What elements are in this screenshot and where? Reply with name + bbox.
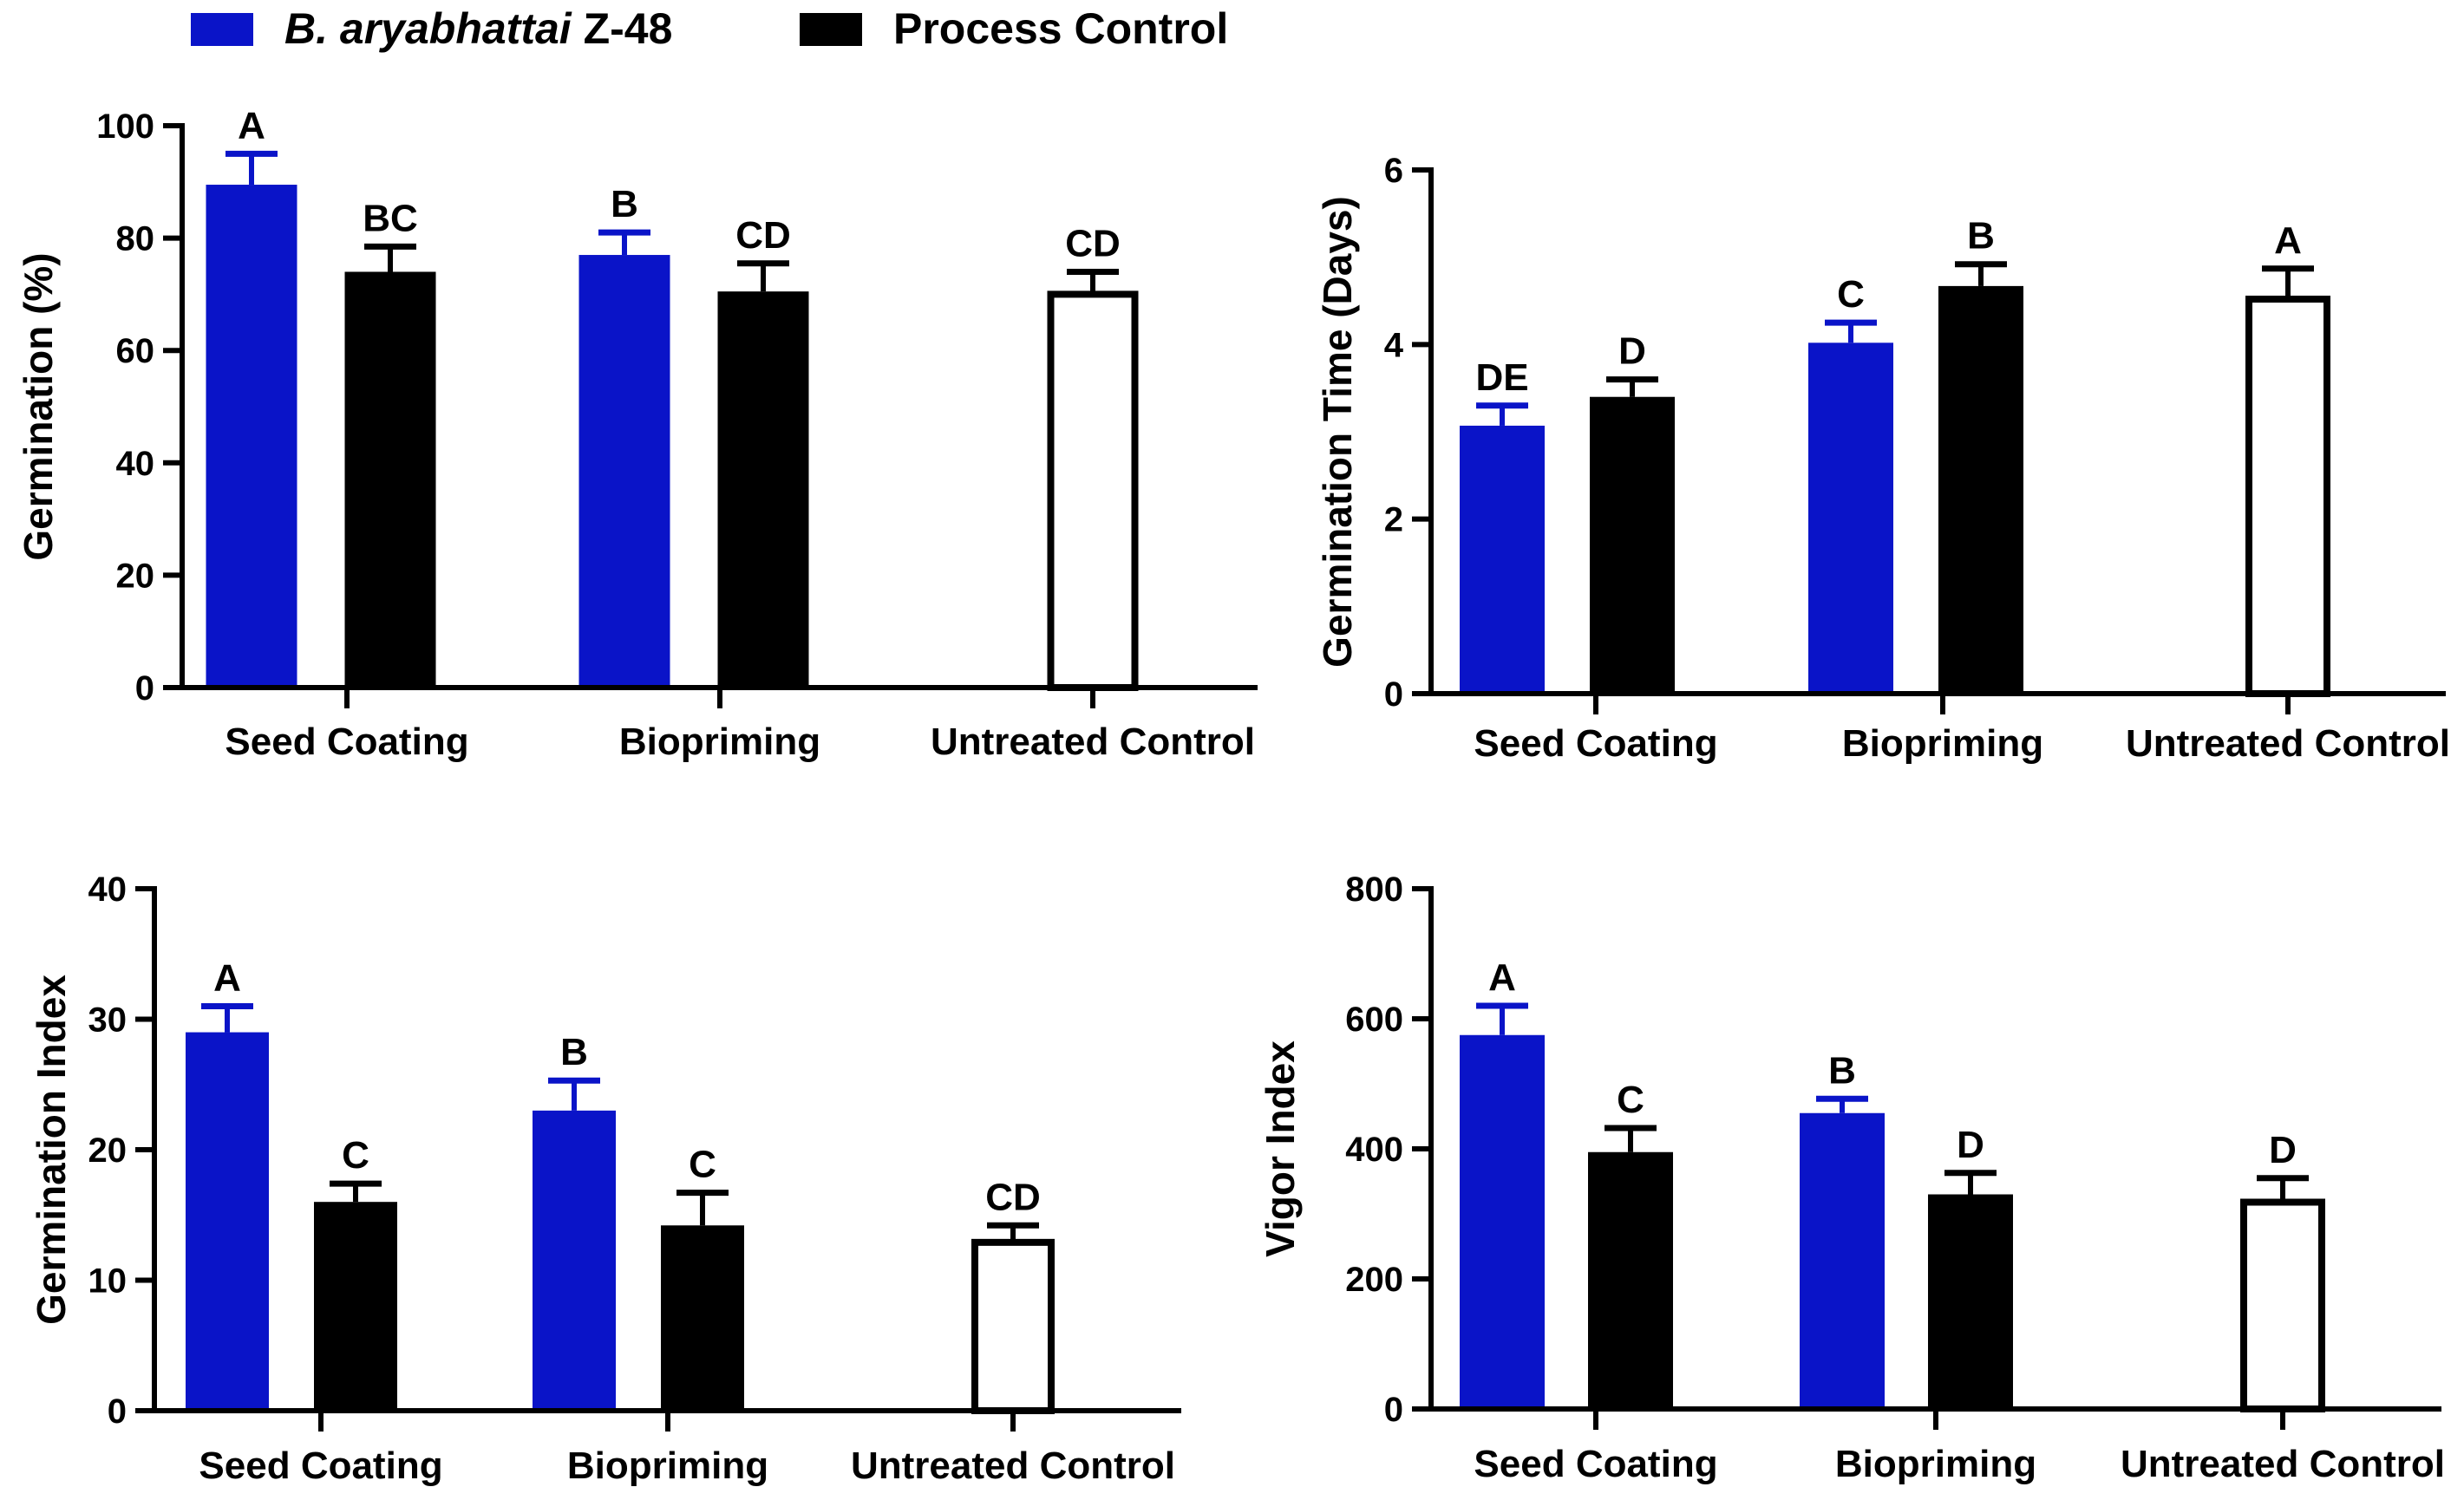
y-tick-label: 0 [135,669,154,708]
bar-process-control [661,1225,744,1411]
bar-process-control [1588,1151,1673,1409]
y-tick-label: 80 [116,220,155,258]
y-tick-label: 6 [1384,152,1403,190]
y-tick-label: 200 [1345,1261,1403,1299]
legend: B. aryabhattai Z-48 Process Control [191,4,1228,53]
y-axis-title: Germination (%) [16,252,61,560]
bar-process-control [717,291,809,688]
significance-label: A [238,104,265,147]
x-tick-label: Biopriming [619,721,820,763]
y-tick-label: 800 [1345,871,1403,909]
bar-b-aryabhattai [186,1032,269,1411]
bar-b-aryabhattai [1460,425,1545,694]
significance-label: C [1837,273,1865,316]
significance-label: CD [735,214,791,257]
x-tick-label: Seed Coating [1474,722,1717,765]
x-tick-label: Untreated Control [2121,1443,2445,1485]
significance-label: C [342,1134,369,1177]
significance-label: A [213,956,241,999]
x-tick-label: Untreated Control [2126,722,2450,765]
y-tick-label: 0 [1384,675,1403,714]
bar-b-aryabhattai [1808,342,1893,694]
bar-process-control [1938,285,2023,694]
significance-label: B [611,183,638,225]
bar-untreated-control [2240,1198,2325,1412]
legend-item-2: Process Control [800,4,1228,53]
bar-untreated-control [1047,290,1139,691]
y-tick-label: 40 [116,445,155,483]
bar-process-control [314,1202,397,1411]
chart-panel-3: A B C C CD 0 10 20 30 40 Seed Coating Biopriming Unt… [29,871,1181,1487]
y-tick-label: 30 [88,1001,127,1040]
y-tick-label: 100 [96,108,154,146]
x-tick-label: Biopriming [1842,722,2043,765]
bar-untreated-control [2245,295,2330,697]
significance-label: B [1828,1049,1856,1092]
y-tick-label: 0 [1384,1391,1403,1429]
chart-panel-1: A B BC CD CD 0 20 40 60 80 100 Seed Coating Bioprimi… [16,104,1258,763]
y-tick-label: 60 [116,332,155,370]
chart-panel-2: DE C D B A 0 2 4 6 Seed Coating Biopriming Untreate… [1315,152,2450,765]
y-tick-label: 2 [1384,501,1403,539]
bar-process-control [344,271,436,688]
y-tick-label: 4 [1384,326,1404,364]
chart-panel-4: A B C D D 0 200 400 600 800 Seed Coating Biopriming… [1258,871,2445,1485]
significance-label: B [560,1031,588,1073]
y-tick-label: 10 [88,1262,127,1301]
bar-b-aryabhattai [206,185,297,688]
significance-label: CD [985,1176,1041,1218]
significance-label: DE [1475,356,1528,399]
y-tick-label: 600 [1345,1001,1403,1039]
y-tick-label: 20 [116,557,155,595]
x-tick-label: Untreated Control [931,721,1255,763]
x-tick-label: Untreated Control [851,1445,1175,1487]
y-axis-title: Germination Time (Days) [1315,196,1360,668]
bar-b-aryabhattai [578,255,670,688]
y-tick-label: 400 [1345,1131,1403,1169]
legend-item-1: B. aryabhattai Z-48 [191,4,672,53]
significance-label: A [2274,219,2302,262]
bar-process-control [1590,396,1675,694]
bar-b-aryabhattai [1460,1034,1545,1409]
y-tick-label: 40 [88,871,127,909]
x-tick-label: Seed Coating [1474,1443,1717,1485]
significance-label: D [1957,1124,1984,1166]
significance-label: CD [1065,222,1121,264]
significance-label: BC [363,197,418,239]
bar-b-aryabhattai [1800,1112,1885,1409]
legend-label: B. aryabhattai Z-48 [284,4,672,53]
significance-label: D [2269,1129,2297,1171]
x-tick-label: Biopriming [1835,1443,2036,1485]
significance-label: C [689,1144,716,1186]
x-tick-label: Biopriming [567,1445,768,1487]
significance-label: A [1488,956,1516,999]
y-tick-label: 0 [108,1392,127,1431]
bar-untreated-control [971,1238,1055,1414]
bar-b-aryabhattai [533,1110,616,1411]
y-axis-title: Germination Index [29,975,74,1325]
significance-label: C [1617,1079,1644,1121]
bar-process-control [1928,1194,2013,1409]
y-tick-label: 20 [88,1132,127,1170]
legend-swatch [191,13,253,46]
legend-swatch [800,13,862,46]
y-axis-title: Vigor Index [1258,1040,1303,1257]
x-tick-label: Seed Coating [199,1445,442,1487]
legend-label: Process Control [893,4,1228,53]
significance-label: D [1618,330,1646,373]
x-tick-label: Seed Coating [225,721,468,763]
significance-label: B [1967,215,1995,258]
